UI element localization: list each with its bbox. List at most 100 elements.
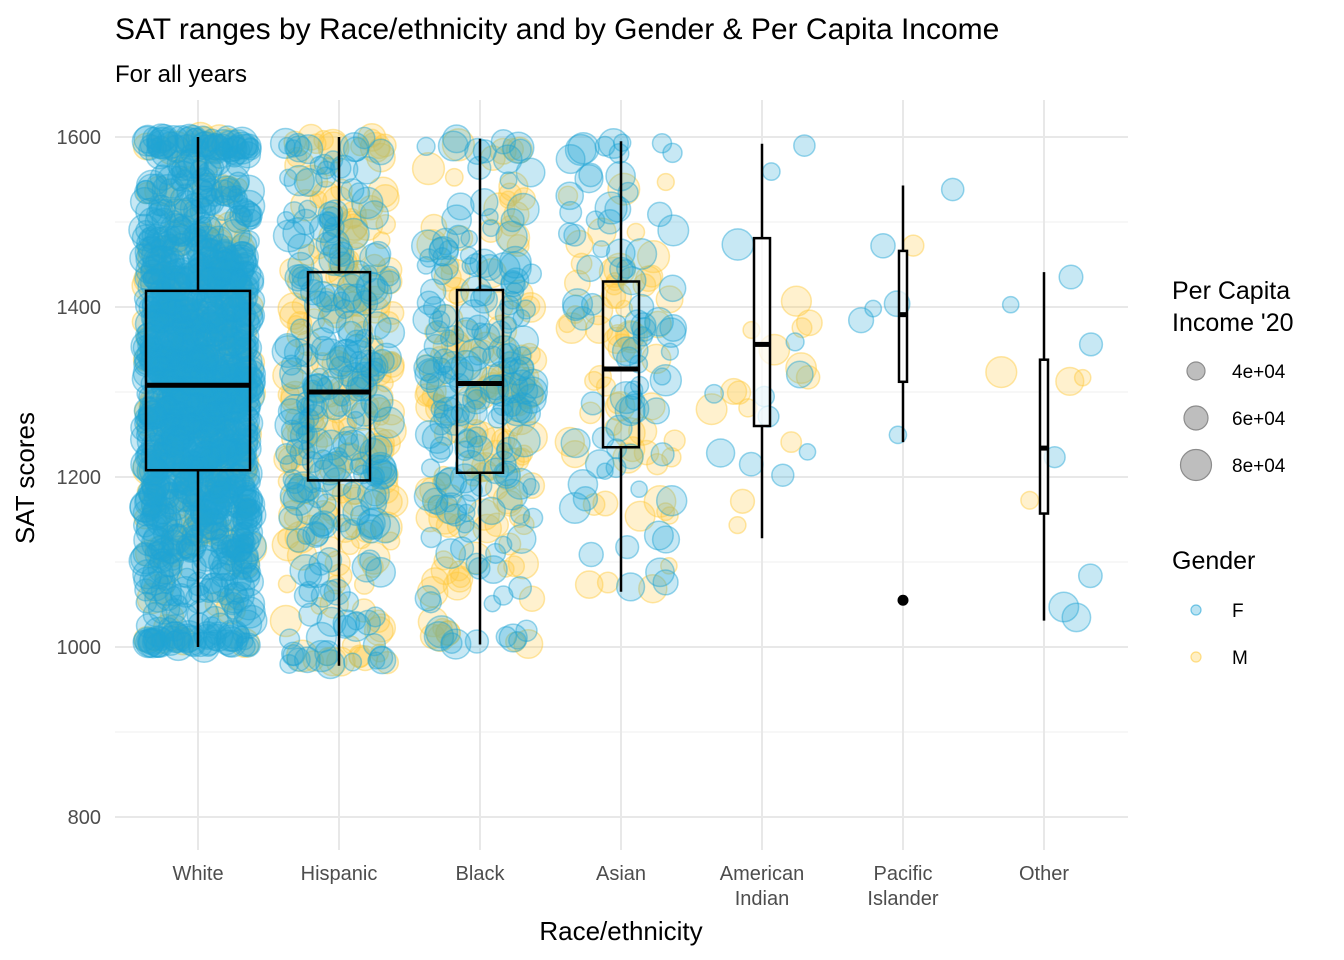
data-point-m	[144, 175, 175, 207]
data-point-f	[150, 537, 176, 563]
data-point-f	[212, 246, 236, 271]
data-point-f	[521, 263, 543, 285]
legend-gender-label: F	[1232, 601, 1244, 622]
data-point-f	[319, 579, 342, 602]
data-point-f	[218, 250, 245, 276]
data-point-f	[359, 549, 381, 572]
data-point-m	[335, 210, 369, 243]
data-point-f	[414, 357, 447, 391]
data-point-m	[607, 172, 641, 206]
data-point-f	[297, 266, 324, 293]
data-point-f	[293, 646, 321, 674]
data-point-f	[206, 390, 233, 418]
data-point-f	[159, 542, 182, 565]
data-point-f	[204, 629, 227, 652]
data-point-f	[184, 342, 203, 361]
data-point-m	[644, 310, 672, 339]
data-point-f	[423, 333, 449, 359]
data-point-f	[515, 299, 537, 320]
data-point-f	[152, 301, 186, 335]
data-point-f	[609, 381, 643, 415]
data-point-f	[144, 223, 170, 249]
data-point-f	[180, 402, 202, 424]
data-point-f	[437, 365, 457, 385]
data-point-f	[221, 286, 254, 320]
data-point-m	[348, 644, 372, 668]
data-point-f	[183, 223, 207, 246]
data-point-f	[209, 528, 228, 547]
data-point-f	[145, 201, 173, 229]
data-point-f	[221, 251, 243, 273]
data-point-m	[137, 458, 164, 486]
data-point-f	[154, 482, 188, 515]
data-point-m	[555, 312, 588, 345]
data-point-f	[214, 130, 247, 163]
data-point-f	[175, 416, 203, 445]
data-point-f	[443, 393, 476, 427]
data-point-m	[431, 304, 464, 337]
data-point-f	[163, 225, 192, 253]
data-point-f	[183, 347, 217, 380]
data-point-f	[348, 182, 371, 205]
data-point-f	[233, 488, 266, 521]
data-point-m	[148, 345, 177, 374]
data-point-f	[160, 423, 185, 448]
data-point-f	[308, 551, 333, 576]
data-point-m	[729, 488, 756, 514]
data-point-f	[231, 133, 258, 160]
data-point-f	[285, 438, 304, 457]
data-point-m	[163, 366, 193, 396]
data-point-f	[165, 408, 184, 427]
data-point-m	[135, 181, 158, 205]
data-point-f	[421, 422, 453, 454]
data-point-f	[176, 364, 210, 397]
data-point-f	[178, 411, 201, 433]
data-point-m	[791, 317, 813, 339]
data-point-m	[372, 231, 391, 250]
data-point-f	[221, 135, 248, 162]
data-point-f	[222, 438, 243, 459]
data-point-m	[468, 426, 486, 445]
data-point-f	[172, 215, 193, 235]
data-point-m	[174, 359, 196, 381]
data-point-f	[236, 359, 267, 389]
data-point-f	[159, 621, 192, 654]
data-point-m	[173, 409, 199, 434]
data-point-f	[204, 135, 231, 162]
data-point-f	[190, 504, 212, 526]
data-point-f	[169, 418, 193, 442]
data-point-f	[162, 236, 187, 261]
data-point-f	[316, 493, 337, 515]
data-point-f	[334, 338, 360, 364]
data-point-f	[222, 355, 246, 380]
data-point-f	[225, 447, 255, 476]
data-point-m	[142, 395, 170, 423]
data-point-f	[567, 469, 599, 500]
data-point-f	[704, 383, 725, 404]
data-point-f	[184, 174, 218, 208]
data-point-f	[210, 194, 237, 222]
data-point-f	[162, 623, 193, 654]
data-point-f	[128, 213, 161, 247]
data-point-f	[185, 347, 209, 371]
data-point-f	[225, 353, 256, 384]
data-point-f	[147, 312, 167, 331]
data-point-f	[215, 387, 249, 421]
data-point-f	[219, 394, 248, 423]
data-point-f	[166, 348, 190, 373]
data-point-f	[605, 414, 633, 442]
data-point-f	[220, 353, 245, 379]
data-point-f	[231, 484, 257, 511]
data-point-m	[656, 172, 675, 192]
data-point-m	[132, 348, 157, 372]
box-iqr	[144, 289, 252, 472]
x-tick-label: Asian	[596, 863, 646, 885]
data-point-f	[151, 347, 181, 376]
data-point-f	[207, 304, 229, 327]
data-point-f	[334, 298, 355, 320]
data-point-f	[207, 294, 237, 324]
data-point-m	[183, 309, 212, 338]
data-point-m	[433, 550, 454, 571]
data-point-m	[358, 285, 392, 319]
data-point-f	[418, 359, 443, 384]
